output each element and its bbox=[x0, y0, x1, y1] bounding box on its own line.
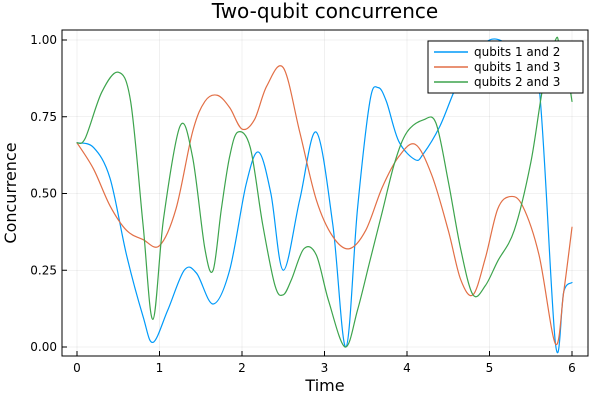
legend-label-2: qubits 1 and 3 bbox=[474, 60, 560, 74]
x-tick-label: 2 bbox=[238, 361, 246, 375]
x-tick-label: 3 bbox=[321, 361, 329, 375]
x-tick-label: 4 bbox=[403, 361, 411, 375]
legend-label-1: qubits 1 and 2 bbox=[474, 45, 560, 59]
y-tick-label: 0.75 bbox=[30, 110, 57, 124]
x-tick-label: 6 bbox=[568, 361, 576, 375]
x-tick-label: 0 bbox=[73, 361, 81, 375]
x-tick-label: 1 bbox=[156, 361, 164, 375]
legend-label-3: qubits 2 and 3 bbox=[474, 75, 560, 89]
y-axis-label: Concurrence bbox=[1, 142, 20, 243]
y-tick-label: 1.00 bbox=[30, 33, 57, 47]
y-tick-label: 0.00 bbox=[30, 340, 57, 354]
y-axis-ticks: 0.00 0.25 0.50 0.75 1.00 bbox=[30, 33, 67, 354]
x-axis-ticks: 0 1 2 3 4 5 6 bbox=[73, 351, 576, 375]
y-tick-label: 0.50 bbox=[30, 187, 57, 201]
x-axis-label: Time bbox=[304, 376, 344, 395]
series-line-2 bbox=[76, 65, 573, 345]
chart-title: Two-qubit concurrence bbox=[211, 0, 438, 23]
series-line-3 bbox=[76, 36, 573, 348]
x-tick-label: 5 bbox=[486, 361, 494, 375]
y-tick-label: 0.25 bbox=[30, 263, 57, 277]
